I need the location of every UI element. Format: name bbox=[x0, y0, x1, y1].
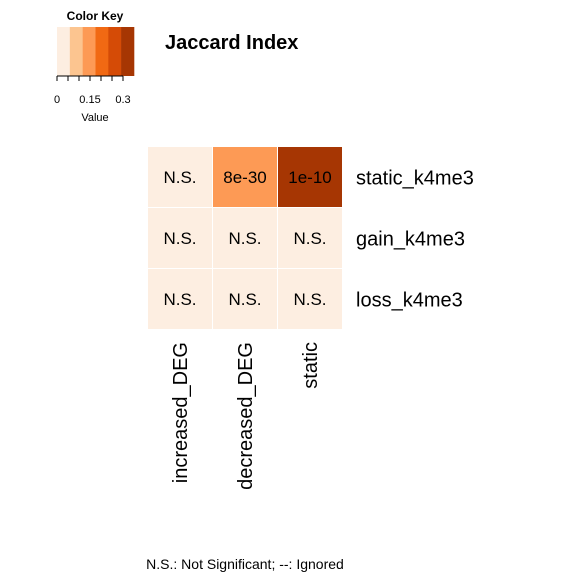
heatmap-cell-label: 1e-10 bbox=[288, 168, 331, 187]
color-key-swatch-2 bbox=[82, 27, 96, 76]
color-key-swatch-4 bbox=[108, 27, 122, 76]
heatmap-cell-label: N.S. bbox=[293, 290, 326, 309]
color-key-title: Color Key bbox=[67, 9, 124, 23]
heatmap-cell-label: 8e-30 bbox=[223, 168, 266, 187]
color-key-ticks: 0 0.15 0.3 bbox=[54, 75, 131, 106]
color-key-swatch-3 bbox=[95, 27, 109, 76]
heatmap-cell bbox=[148, 208, 212, 268]
color-key: Color Key 0 0.15 0.3 Value bbox=[54, 9, 135, 124]
color-key-tick-label: 0.3 bbox=[115, 94, 130, 106]
heatmap-cell bbox=[213, 208, 277, 268]
heatmap-cell bbox=[278, 208, 342, 268]
heatmap-cell-label: N.S. bbox=[293, 229, 326, 248]
column-label: decreased_DEG bbox=[235, 342, 257, 490]
column-label: increased_DEG bbox=[170, 342, 192, 483]
heatmap-cells: N.S. 8e-30 1e-10 N.S. N.S. N.S. N.S. N.S. N.S. bbox=[148, 147, 342, 329]
footnote: N.S.: Not Significant; --: Ignored bbox=[146, 556, 344, 572]
color-key-swatch-0 bbox=[57, 27, 71, 76]
heatmap-cell-label: N.S. bbox=[228, 229, 261, 248]
color-key-swatches bbox=[57, 27, 135, 76]
row-label: gain_k4me3 bbox=[356, 229, 465, 251]
row-label: static_k4me3 bbox=[356, 168, 474, 190]
heatmap-cell bbox=[148, 269, 212, 329]
heatmap-cell bbox=[213, 147, 277, 207]
heatmap-cell bbox=[278, 269, 342, 329]
column-label: static bbox=[300, 342, 322, 389]
color-key-swatch-1 bbox=[69, 27, 83, 76]
heatmap-cell bbox=[213, 269, 277, 329]
column-labels: increased_DEG decreased_DEG static bbox=[170, 342, 322, 490]
color-key-tick-label: 0.15 bbox=[79, 94, 100, 106]
chart-title: Jaccard Index bbox=[165, 32, 298, 54]
heatmap-cell-label: N.S. bbox=[163, 168, 196, 187]
color-key-tick-label: 0 bbox=[54, 94, 60, 106]
heatmap-cell-label: N.S. bbox=[228, 290, 261, 309]
heatmap-cell bbox=[148, 147, 212, 207]
row-labels: static_k4me3 gain_k4me3 loss_k4me3 bbox=[356, 168, 474, 312]
color-key-xlabel: Value bbox=[81, 112, 108, 124]
row-label: loss_k4me3 bbox=[356, 290, 463, 312]
heatmap-cell-label: N.S. bbox=[163, 290, 196, 309]
heatmap-cell-label: N.S. bbox=[163, 229, 196, 248]
color-key-swatch-5 bbox=[121, 27, 135, 76]
heatmap-cell bbox=[278, 147, 342, 207]
